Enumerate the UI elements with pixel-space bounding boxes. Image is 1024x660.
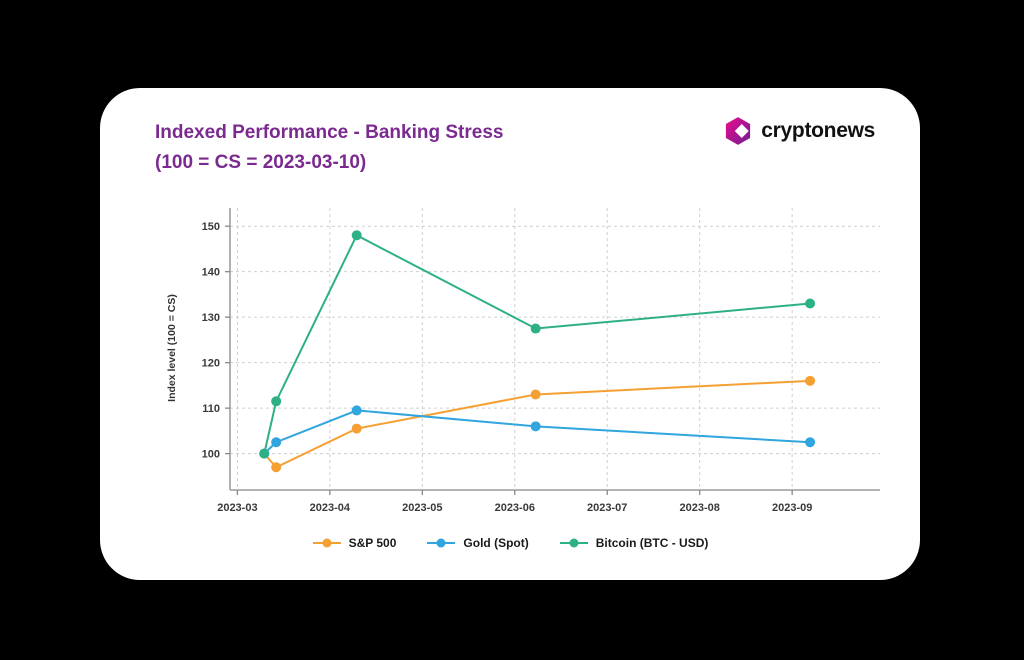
- y-tick-label: 150: [202, 221, 220, 233]
- series-gold-spot: [259, 405, 816, 459]
- data-point-gold-spot: [530, 421, 541, 432]
- series-line-gold-spot: [263, 409, 811, 455]
- series-bitcoin-btc-usd: [259, 230, 816, 459]
- brand-logo: cryptonews: [723, 116, 875, 146]
- data-point-bitcoin-btc-usd: [271, 396, 282, 407]
- data-point-s-p-500: [271, 462, 282, 473]
- axes: [229, 208, 880, 491]
- legend-marker-icon: [559, 538, 588, 548]
- chart-title-line-1: Indexed Performance - Banking Stress: [155, 122, 504, 143]
- y-tick-label: 130: [202, 312, 220, 324]
- brand-name: cryptonews: [761, 119, 875, 142]
- legend-label: Gold (Spot): [463, 536, 529, 550]
- performance-line-chart: 2023-03 2023-04 2023-05 2023-06 2023-07 2023-…: [202, 208, 880, 514]
- infographic-card: Indexed Performance - Banking Stress (10…: [100, 88, 920, 580]
- data-point-bitcoin-btc-usd: [259, 448, 270, 459]
- legend-marker-icon: [312, 538, 341, 548]
- tick-labels: 2023-03 2023-04 2023-05 2023-06 2023-07 2023-…: [202, 221, 813, 514]
- y-tick-label: 140: [202, 267, 220, 279]
- data-point-s-p-500: [805, 375, 816, 386]
- chart-title-line-2: (100 = CS = 2023-03-10): [155, 152, 367, 173]
- chart-legend: S&P 500 Gold (Spot) Bitcoin (BTC - USD): [100, 536, 920, 550]
- legend-label: S&P 500: [348, 536, 397, 550]
- legend-item-bitcoin-btc-usd: Bitcoin (BTC - USD): [559, 536, 709, 550]
- x-tick-label: 2023-08: [680, 502, 720, 514]
- series-line-bitcoin-btc-usd: [263, 233, 811, 454]
- data-point-s-p-500: [351, 423, 362, 434]
- y-tick-label: 120: [202, 358, 220, 370]
- cryptonews-logo-icon: [726, 117, 751, 145]
- x-tick-label: 2023-03: [217, 502, 257, 514]
- x-tick-label: 2023-07: [587, 502, 627, 514]
- gridlines: [230, 208, 880, 490]
- y-tick-label: 100: [202, 449, 220, 461]
- data-point-gold-spot: [271, 437, 282, 448]
- data-point-gold-spot: [805, 437, 816, 448]
- chart-area: 2023-03 2023-04 2023-05 2023-06 2023-07 2023-…: [140, 198, 900, 528]
- data-point-bitcoin-btc-usd: [530, 323, 541, 334]
- legend-item-s-p-500: S&P 500: [312, 536, 397, 550]
- chart-title-block: Indexed Performance - Banking Stress (10…: [155, 118, 503, 178]
- legend-item-gold-spot: Gold (Spot): [426, 536, 529, 550]
- data-point-bitcoin-btc-usd: [805, 298, 816, 309]
- x-tick-label: 2023-05: [402, 502, 442, 514]
- data-point-gold-spot: [351, 405, 362, 416]
- data-point-bitcoin-btc-usd: [351, 230, 362, 241]
- x-tick-label: 2023-04: [310, 502, 351, 514]
- legend-marker-icon: [427, 538, 456, 548]
- legend-label: Bitcoin (BTC - USD): [595, 536, 709, 550]
- x-tick-label: 2023-09: [772, 502, 812, 514]
- data-point-s-p-500: [530, 389, 541, 400]
- y-tick-label: 110: [202, 403, 220, 415]
- x-tick-label: 2023-06: [495, 502, 535, 514]
